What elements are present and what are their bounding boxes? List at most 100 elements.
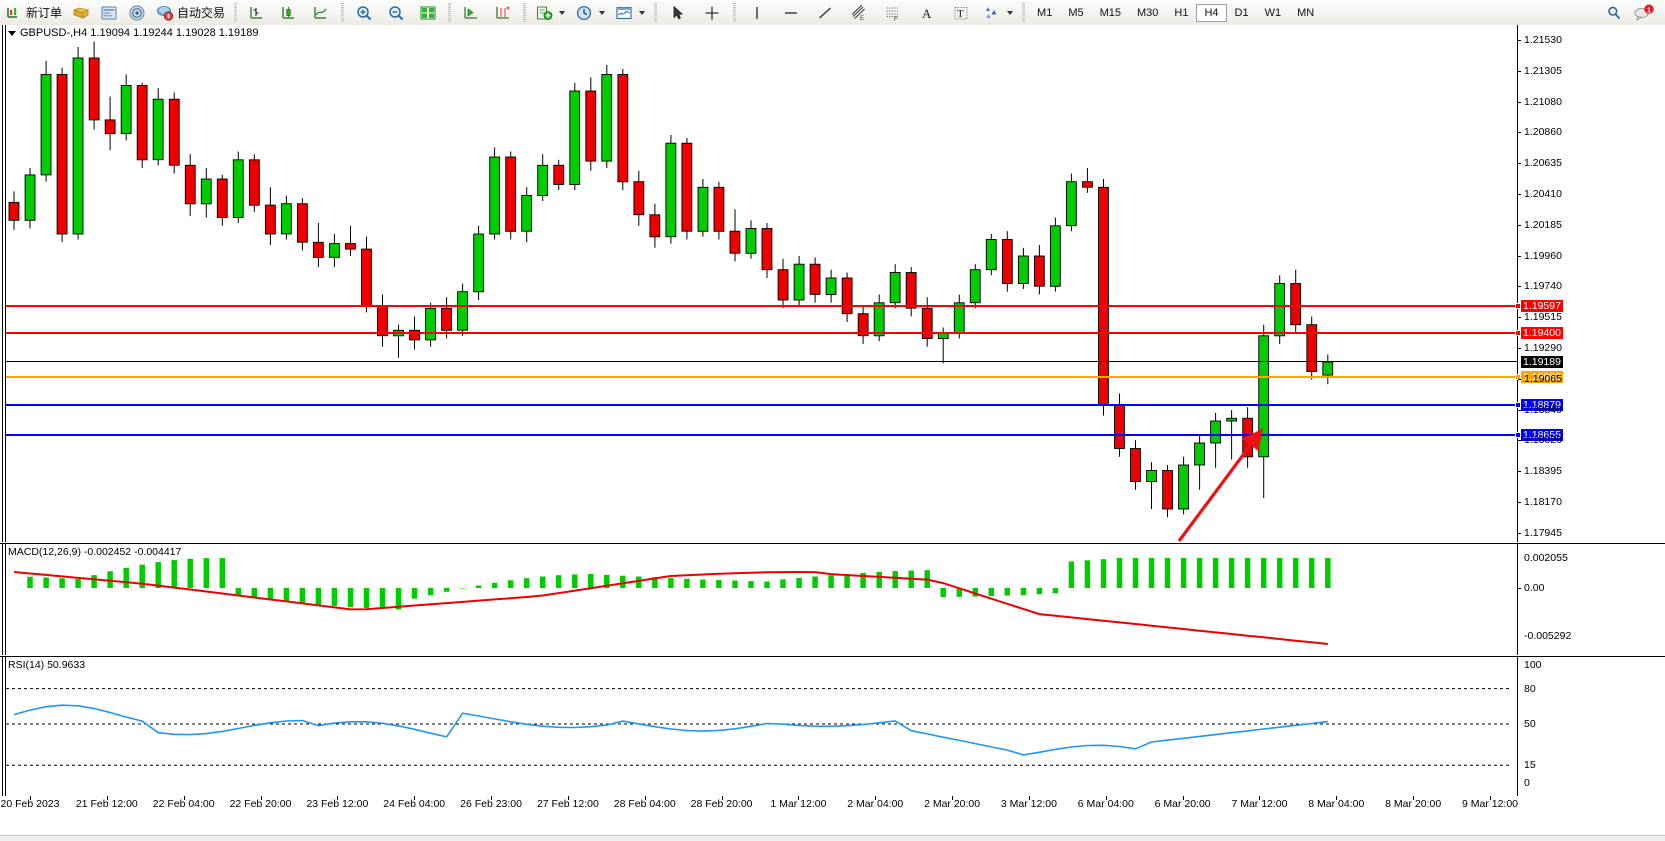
data-window-icon[interactable] [100, 4, 118, 22]
chevron-down-icon[interactable] [1007, 10, 1014, 15]
main-toolbar[interactable]: 新订单 [0, 0, 1665, 26]
folder-icon[interactable] [72, 4, 90, 22]
tile-windows-icon[interactable] [419, 4, 437, 22]
rsi-pane[interactable]: RSI(14) 50.9633 100 80 50 15 0 [0, 656, 1665, 796]
toolbar-separator [523, 3, 527, 22]
rsi-tick: 100 [1518, 659, 1665, 671]
pane-border-left-inner [5, 544, 6, 655]
fibonacci-icon[interactable]: F [884, 4, 902, 22]
pane-border-left-inner [5, 657, 6, 796]
crosshair-icon[interactable] [703, 4, 721, 22]
rsi-tick-label: 15 [1524, 759, 1536, 772]
time-tick-label: 22 Feb 20:00 [229, 798, 292, 810]
chart-workspace[interactable]: GBPUSD-,H4 1.19094 1.19244 1.19028 1.191… [0, 25, 1665, 841]
resistance-lower-tag[interactable]: 1.19400 [1521, 327, 1563, 339]
time-tick-label: 20 Feb 2023 [0, 798, 60, 810]
bullish-trend-arrow[interactable] [1168, 423, 1328, 553]
period-button[interactable] [570, 1, 610, 24]
support-lower-line[interactable] [6, 432, 1521, 439]
time-axis[interactable]: 20 Feb 2023 21 Feb 12:00 22 Feb 04:00 22 Fe… [0, 796, 1665, 816]
pivot-line[interactable] [6, 373, 1521, 380]
pane-border-left [2, 25, 3, 542]
timeframe-m1[interactable]: M1 [1037, 6, 1053, 19]
macd-scale: 0.002055 0.00 -0.005292 [1518, 544, 1665, 656]
zoom-in-icon[interactable] [355, 4, 373, 22]
timeframe-mn[interactable]: MN [1297, 6, 1315, 19]
macd-pane[interactable]: MACD(12,26,9) -0.002452 -0.004417 0.0020… [0, 543, 1665, 655]
price-tick-label: 1.18620 [1524, 434, 1562, 447]
alerts-icon[interactable]: 1 [1633, 4, 1655, 22]
support-lower-tag[interactable]: 1.18655 [1521, 429, 1563, 442]
pivot-tag[interactable]: 1.19082 [1521, 370, 1563, 383]
timeframe-w1[interactable]: W1 [1264, 6, 1282, 19]
auto-trading-button[interactable]: 自动交易 [151, 1, 230, 24]
resistance-lower-handle[interactable] [1515, 330, 1521, 336]
trendline-icon[interactable] [816, 4, 834, 22]
time-tick-label: 28 Feb 04:00 [613, 798, 676, 810]
price-scale[interactable]: 1.21530 1.21305 1.21080 1.20860 1.20635 1.204… [1518, 25, 1665, 542]
toolbar-separator [654, 3, 658, 22]
current-price-tag[interactable]: 1.19189 [1521, 356, 1563, 368]
templates-button[interactable] [610, 1, 650, 24]
cursor-icon[interactable] [669, 4, 687, 22]
grid-icon[interactable] [494, 4, 512, 22]
add-indicator-button[interactable] [530, 1, 570, 24]
chevron-down-icon[interactable] [559, 10, 566, 15]
chevron-down-icon[interactable] [639, 10, 646, 15]
resistance-upper-line[interactable] [6, 302, 1521, 309]
price-tick: 1.18170 [1518, 496, 1665, 509]
vertical-line-icon[interactable] [748, 4, 766, 22]
resistance-lower-line[interactable] [6, 330, 1521, 336]
bar-chart-icon[interactable] [248, 4, 266, 22]
rsi-tick: 80 [1518, 683, 1665, 695]
support-upper-handle[interactable] [1515, 401, 1521, 408]
current-price-line[interactable] [6, 361, 1518, 362]
zoom-out-icon[interactable] [387, 4, 405, 22]
support-upper-line[interactable] [6, 401, 1521, 408]
rsi-scale: 100 80 50 15 0 [1518, 657, 1665, 797]
signals-icon[interactable] [128, 4, 146, 22]
time-tick [721, 796, 723, 800]
price-tick: 1.18395 [1518, 465, 1665, 477]
macd-tick-label: -0.005292 [1524, 630, 1572, 642]
search-icon[interactable] [1605, 4, 1623, 22]
horizontal-line-icon[interactable] [782, 4, 800, 22]
time-tick-label: 27 Feb 12:00 [536, 798, 599, 810]
time-tick [414, 796, 416, 800]
resistance-upper-tag[interactable]: 1.19597 [1521, 299, 1563, 312]
pane-border-left [2, 544, 3, 655]
equidistant-channel-icon[interactable]: E [850, 4, 868, 22]
price-tick-label: 1.18170 [1524, 496, 1562, 509]
rsi-tick-label: 50 [1524, 718, 1536, 730]
price-tick: 1.21080 [1518, 96, 1665, 108]
new-order-button[interactable]: 新订单 [0, 1, 67, 24]
timeframe-m15[interactable]: M15 [1099, 6, 1121, 19]
price-pane[interactable]: GBPUSD-,H4 1.19094 1.19244 1.19028 1.191… [0, 25, 1665, 542]
chart-menu-icon[interactable] [8, 31, 16, 36]
candlestick-chart-icon[interactable] [280, 4, 298, 22]
time-tick [1490, 796, 1491, 800]
price-axis-line [1517, 25, 1518, 542]
price-tick: 1.20185 [1518, 219, 1665, 231]
text-icon[interactable]: A [918, 4, 936, 22]
line-chart-icon[interactable] [312, 4, 330, 22]
rsi-series [6, 688, 1512, 766]
timeframe-h1[interactable]: H1 [1174, 6, 1189, 19]
chevron-down-icon[interactable] [599, 10, 606, 15]
time-tick-label: 2 Mar 20:00 [924, 798, 981, 810]
support-upper-tag[interactable]: 1.18879 [1521, 398, 1563, 411]
label-icon[interactable]: T [952, 4, 970, 22]
timeframe-m5[interactable]: M5 [1068, 6, 1084, 19]
svg-text:T: T [957, 8, 964, 20]
support-lower-handle[interactable] [1515, 432, 1521, 439]
timeframe-h4[interactable]: H4 [1196, 3, 1227, 22]
shapes-button[interactable] [978, 1, 1018, 24]
shapes-icon [983, 4, 1001, 22]
shift-end-icon[interactable] [462, 4, 480, 22]
resistance-upper-handle[interactable] [1515, 302, 1521, 309]
timeframe-d1[interactable]: D1 [1234, 6, 1249, 19]
time-tick [798, 796, 800, 800]
timeframe-group[interactable]: M1 M5 M15 M30 H1 H4 D1 W1 MN [1029, 3, 1322, 22]
price-tick-label: 1.19290 [1524, 342, 1562, 355]
timeframe-m30[interactable]: M30 [1137, 6, 1159, 19]
